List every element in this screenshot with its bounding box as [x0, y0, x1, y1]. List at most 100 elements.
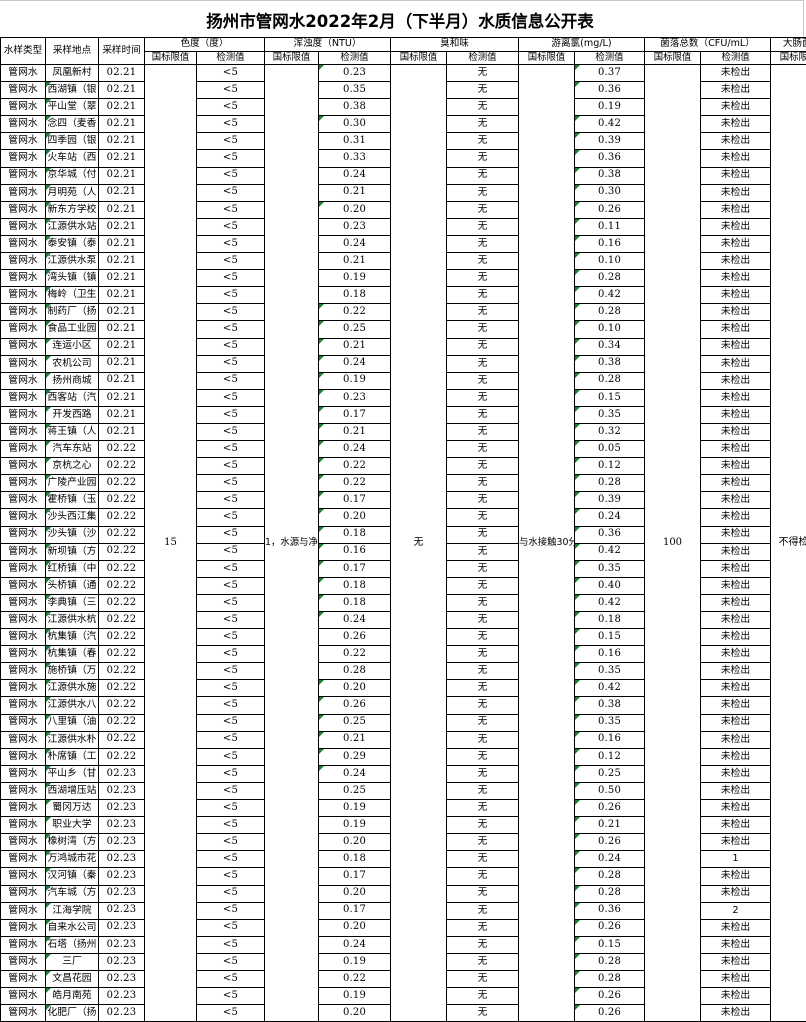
cell-chroma-detected-text: <5 [223, 238, 238, 249]
cell-sample-type: 管网水 [1, 697, 46, 714]
cell-odor-detected-text: 无 [478, 648, 488, 659]
cell-turbidity-detected: 0.17 [319, 560, 391, 577]
cell-sample-type: 管网水 [1, 526, 46, 543]
cell-chroma-detected-text: <5 [223, 939, 238, 950]
cell-turbidity-detected-text: 0.38 [343, 101, 366, 112]
cell-turbidity-detected: 0.19 [319, 372, 391, 389]
cell-chroma-detected-text: <5 [223, 545, 238, 556]
cell-chlorine-detected: 0.28 [575, 475, 645, 492]
cell-turbidity-detected-text: 0.19 [343, 272, 366, 283]
cell-chlorine-detected: 0.38 [575, 355, 645, 372]
cell-sample-time-text: 02.22 [107, 511, 137, 522]
cell-colony-detected-text: 未检出 [721, 340, 750, 351]
cell-sample-site: 新东方学校 [46, 201, 99, 218]
cell-odor-detected-text: 无 [478, 905, 488, 916]
cell-flag-icon [319, 458, 324, 463]
cell-sample-time: 02.21 [99, 423, 145, 440]
cell-sample-time-text: 02.21 [107, 221, 137, 232]
cell-chlorine-detected: 0.35 [575, 663, 645, 680]
cell-flag-icon [575, 715, 580, 720]
cell-odor-detected-text: 无 [478, 375, 488, 386]
cell-colony-detected: 未检出 [701, 150, 771, 167]
cell-sample-time-text: 02.22 [107, 699, 137, 710]
cell-chroma-detected-text: <5 [223, 921, 238, 932]
cell-sample-type-text: 管网水 [8, 358, 37, 369]
cell-turbidity-detected: 0.22 [319, 646, 391, 663]
cell-flag-icon [575, 202, 580, 207]
cell-colony-detected-text: 未检出 [721, 67, 750, 78]
cell-sample-time-text: 02.23 [107, 802, 137, 813]
cell-sample-site: 念四（麦香 [46, 116, 99, 133]
cell-odor-detected: 无 [447, 970, 519, 987]
cell-chroma-detected-text: <5 [223, 904, 238, 915]
cell-sample-time: 02.23 [99, 970, 145, 987]
cell-chlorine-detected-text: 0.39 [598, 135, 621, 146]
cell-turbidity-detected: 0.20 [319, 834, 391, 851]
cell-turbidity-detected: 0.28 [319, 663, 391, 680]
cell-chroma-detected-text: <5 [223, 870, 238, 881]
cell-sample-type-text: 管网水 [8, 665, 37, 676]
cell-odor-detected: 无 [447, 475, 519, 492]
cell-sample-time-text: 02.21 [107, 323, 137, 334]
cell-colony-detected: 未检出 [701, 304, 771, 321]
cell-turbidity-detected: 0.24 [319, 765, 391, 782]
cell-flag-icon [575, 527, 580, 532]
cell-odor-detected: 无 [447, 321, 519, 338]
cell-turbidity-detected-text: 0.19 [343, 802, 366, 813]
cell-sample-site: 农机公司 [46, 355, 99, 372]
cell-sample-time-text: 02.22 [107, 665, 137, 676]
cell-odor-detected: 无 [447, 201, 519, 218]
cell-odor-detected-text: 无 [478, 477, 488, 488]
cell-odor-detected-text: 无 [478, 785, 488, 796]
cell-sample-type-text: 管网水 [8, 973, 37, 984]
cell-sample-time-text: 02.21 [107, 306, 137, 317]
cell-sample-site: 三厂 [46, 953, 99, 970]
cell-sample-site-text: 汽车城（方 [48, 887, 97, 898]
cell-odor-detected: 无 [447, 99, 519, 116]
cell-chlorine-detected-text: 0.38 [598, 699, 621, 710]
cell-sample-site-text: 江源供水杭 [48, 614, 97, 625]
cell-sample-type: 管网水 [1, 82, 46, 99]
cell-chlorine-detected-text: 0.28 [598, 973, 621, 984]
cell-sample-time: 02.21 [99, 253, 145, 270]
cell-chlorine-detected: 0.26 [575, 834, 645, 851]
cell-odor-detected-text: 无 [478, 870, 488, 881]
cell-sample-time: 02.23 [99, 936, 145, 953]
cell-turbidity-detected-text: 0.24 [343, 939, 366, 950]
cell-sample-type-text: 管网水 [8, 375, 37, 386]
cell-colony-detected: 未检出 [701, 253, 771, 270]
cell-turbidity-detected: 0.19 [319, 953, 391, 970]
cell-flag-icon [575, 509, 580, 514]
cell-chlorine-detected-text: 0.30 [598, 186, 621, 197]
cell-chlorine-detected-text: 0.10 [598, 323, 621, 334]
cell-chlorine-detected-text: 0.42 [598, 597, 621, 608]
cell-sample-type: 管网水 [1, 970, 46, 987]
cell-turbidity-detected: 0.24 [319, 235, 391, 252]
cell-colony-detected: 未检出 [701, 458, 771, 475]
cell-odor-detected-text: 无 [478, 101, 488, 112]
cell-flag-icon [575, 339, 580, 344]
cell-colony-detected: 未检出 [701, 543, 771, 560]
cell-sample-type: 管网水 [1, 612, 46, 629]
cell-odor-detected-text: 无 [478, 734, 488, 745]
cell-flag-icon [46, 407, 51, 412]
cell-sample-time-text: 02.23 [107, 870, 137, 881]
cell-turbidity-detected: 0.18 [319, 851, 391, 868]
cell-sample-site-text: 江海学院 [52, 905, 91, 916]
cell-chlorine-detected: 0.26 [575, 201, 645, 218]
cell-odor-detected-text: 无 [478, 990, 488, 1001]
cell-colony-detected: 未检出 [701, 338, 771, 355]
cell-sample-type: 管网水 [1, 868, 46, 885]
cell-odor-detected: 无 [447, 389, 519, 406]
cell-sample-type-text: 管网水 [8, 135, 37, 146]
cell-chroma-detected-text: <5 [223, 101, 238, 112]
cell-sample-time-text: 02.23 [107, 1007, 137, 1018]
cell-sample-time: 02.23 [99, 1005, 145, 1022]
cell-turbidity-detected: 0.21 [319, 338, 391, 355]
cell-sample-time: 02.22 [99, 458, 145, 475]
cell-colony-detected-text: 未检出 [721, 956, 750, 967]
cell-sample-type-text: 管网水 [8, 939, 37, 950]
cell-odor-detected: 无 [447, 902, 519, 919]
cell-sample-time: 02.23 [99, 817, 145, 834]
cell-sample-site: 梅岭（卫生 [46, 287, 99, 304]
